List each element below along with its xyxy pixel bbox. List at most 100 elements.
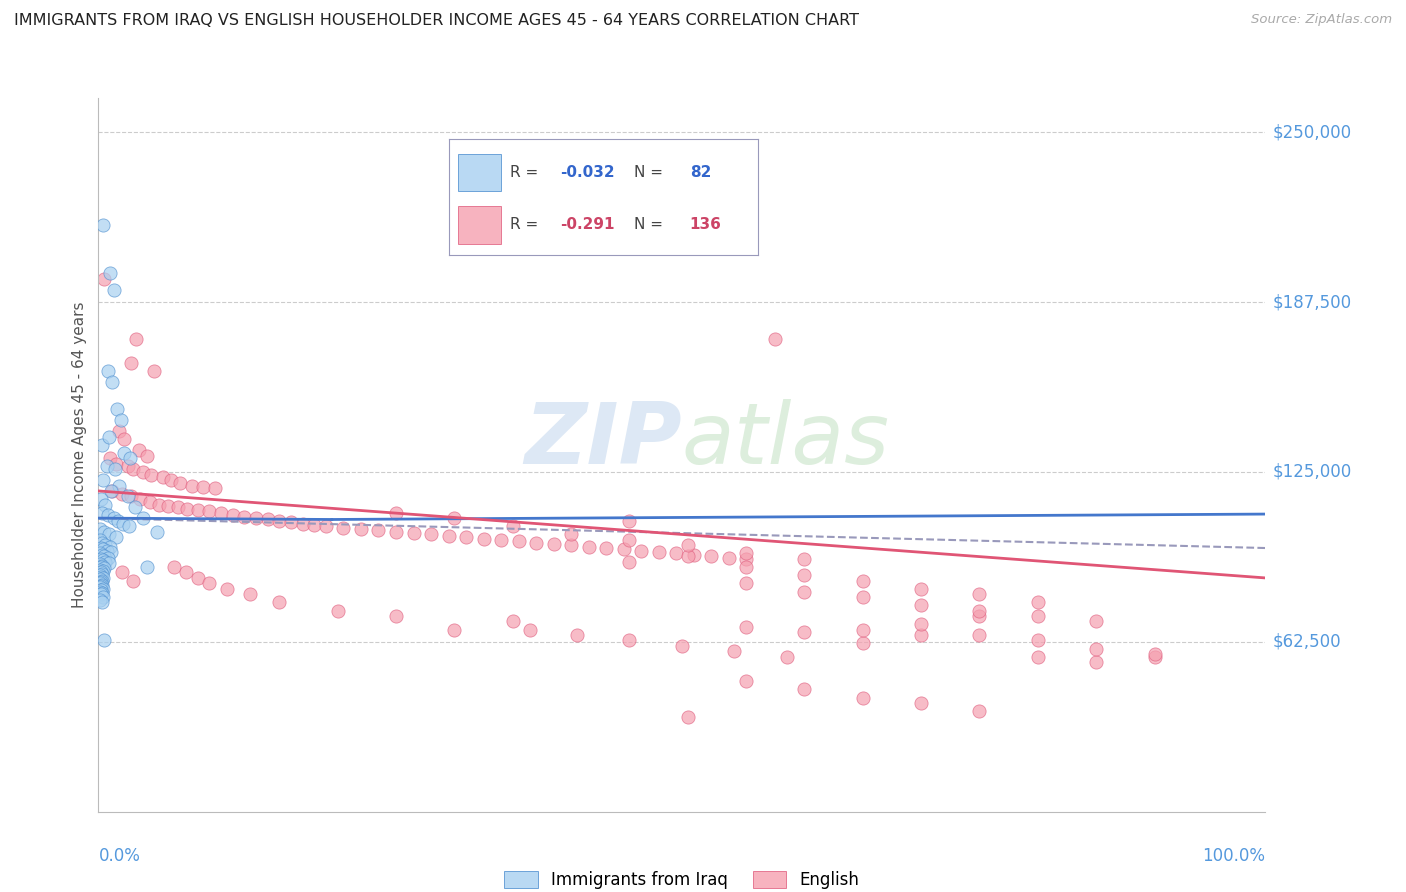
Point	[159, 473, 181, 487]
Point	[910, 582, 932, 596]
Point	[148, 498, 170, 512]
Point	[723, 644, 745, 658]
Point	[101, 375, 124, 389]
Point	[524, 535, 547, 549]
Point	[717, 550, 740, 565]
Point	[124, 500, 146, 515]
Point	[101, 483, 124, 498]
Point	[198, 576, 221, 591]
Point	[166, 500, 188, 515]
Point	[578, 540, 600, 554]
Point	[118, 519, 141, 533]
Point	[700, 549, 723, 564]
Point	[676, 538, 699, 552]
Point	[215, 582, 238, 596]
Point	[1143, 647, 1166, 661]
Point	[110, 413, 132, 427]
Point	[89, 563, 111, 577]
Point	[90, 506, 112, 520]
Point	[291, 516, 314, 531]
Point	[332, 521, 354, 535]
Point	[90, 541, 112, 555]
Point	[103, 511, 125, 525]
Point	[90, 558, 112, 573]
Point	[193, 480, 215, 494]
Point	[560, 527, 582, 541]
Point	[367, 524, 389, 538]
Point	[454, 530, 477, 544]
Point	[735, 576, 758, 591]
Point	[1085, 655, 1108, 669]
Point	[89, 558, 111, 572]
Point	[90, 552, 112, 566]
Legend: Immigrants from Iraq, English: Immigrants from Iraq, English	[498, 864, 866, 892]
Point	[502, 615, 524, 629]
Y-axis label: Householder Income Ages 45 - 64 years: Householder Income Ages 45 - 64 years	[72, 301, 87, 608]
Point	[910, 696, 932, 710]
Point	[612, 542, 634, 557]
Point	[793, 625, 815, 640]
Point	[132, 465, 155, 479]
Point	[111, 486, 134, 500]
Point	[350, 522, 373, 536]
Point	[647, 545, 669, 559]
Point	[118, 451, 141, 466]
Point	[90, 574, 112, 589]
Point	[852, 590, 875, 604]
Point	[143, 364, 166, 378]
Point	[169, 475, 191, 490]
Point	[89, 584, 111, 599]
Point	[1026, 649, 1049, 664]
Point	[132, 511, 155, 525]
Point	[910, 628, 932, 642]
Point	[315, 519, 337, 533]
Point	[136, 449, 159, 463]
Point	[122, 574, 145, 588]
Point	[100, 483, 122, 498]
Text: 0.0%: 0.0%	[98, 847, 141, 865]
Point	[90, 492, 112, 507]
Point	[100, 545, 122, 559]
Point	[187, 571, 209, 585]
Point	[671, 639, 693, 653]
Point	[157, 499, 180, 513]
Point	[969, 609, 991, 624]
Text: N =: N =	[634, 218, 668, 233]
Point	[120, 489, 142, 503]
Point	[239, 587, 262, 601]
Point	[97, 364, 120, 378]
Point	[105, 402, 128, 417]
Point	[565, 628, 588, 642]
Point	[90, 438, 112, 452]
Point	[420, 527, 443, 541]
Point	[776, 649, 799, 664]
Point	[793, 568, 815, 582]
Point	[969, 704, 991, 718]
Point	[97, 527, 120, 541]
Point	[96, 459, 118, 474]
Point	[89, 576, 111, 591]
Point	[793, 552, 815, 566]
Point	[90, 574, 112, 588]
Point	[122, 462, 145, 476]
Point	[187, 503, 209, 517]
Point	[489, 533, 512, 547]
Point	[174, 566, 197, 580]
Point	[91, 571, 114, 585]
Point	[665, 546, 688, 560]
Point	[108, 478, 131, 492]
Point	[91, 582, 114, 596]
Text: Source: ZipAtlas.com: Source: ZipAtlas.com	[1251, 13, 1392, 27]
Point	[96, 543, 118, 558]
Point	[969, 587, 991, 601]
Text: atlas: atlas	[682, 399, 890, 483]
Point	[910, 598, 932, 612]
Point	[735, 674, 758, 689]
Point	[104, 530, 127, 544]
Point	[152, 470, 174, 484]
Point	[763, 332, 786, 346]
Point	[89, 568, 111, 582]
Point	[269, 514, 291, 528]
Point	[93, 549, 115, 564]
Point	[852, 690, 875, 705]
